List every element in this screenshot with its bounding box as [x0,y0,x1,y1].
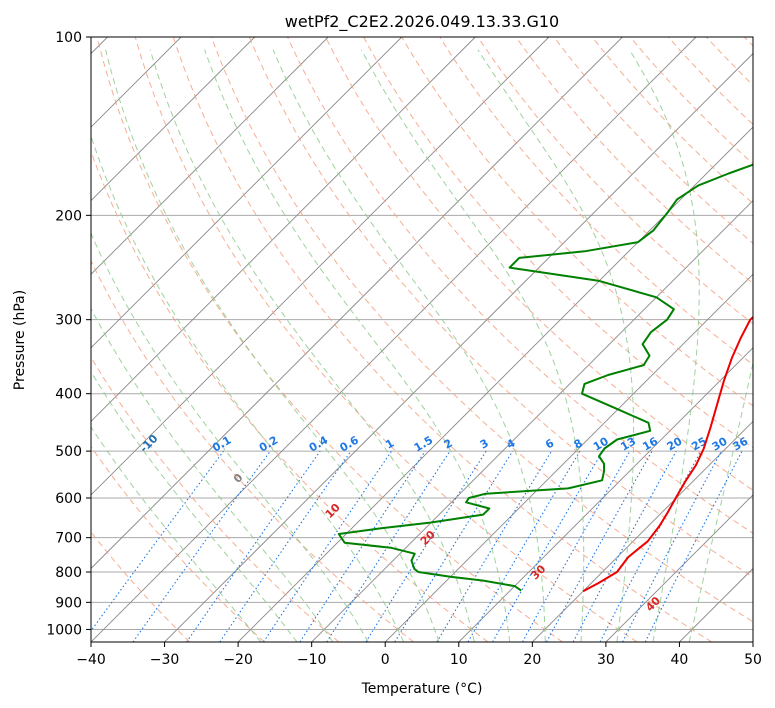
x-tick-label: 50 [744,652,762,668]
dry-adiabat-line [248,37,753,578]
mixing-ratio-line [186,450,321,642]
x-tick-label: 0 [381,652,390,668]
mixing-ratio-line [572,450,677,642]
isotherm-line [605,494,753,642]
moist-adiabat-line [91,134,405,642]
x-tick-label: 30 [597,652,615,668]
x-tick-label: 20 [523,652,541,668]
mixing-ratio-line [522,450,631,642]
isotherm-line [384,273,753,642]
background-lines [91,37,753,642]
isotherm-line [237,126,753,642]
dry-adiabat-line [629,37,753,165]
isotherm-line [164,52,753,642]
profile-series [337,163,753,593]
isotherm-line [532,420,753,642]
dry-adiabat-line [591,37,753,205]
moist-adiabat-line [688,360,753,642]
chart-title: wetPf2_C2E2.2026.049.13.33.G10 [285,12,559,32]
moist-adiabat-line [91,426,262,642]
dry-adiabat-line [91,445,265,642]
y-tick-label: 400 [55,387,82,403]
dry-adiabat-line [477,37,753,325]
moist-adiabat-line [91,307,334,642]
x-tick-label: −30 [150,652,180,668]
y-tick-label: 100 [55,30,82,46]
dry-adiabat-line [210,37,753,623]
x-tick-label: −10 [297,652,327,668]
isotherm-line [458,347,753,642]
dewpoint-line [337,163,753,592]
isotherm-line [91,37,623,570]
dry-adiabat-line [96,37,563,642]
isotherm-line [91,37,697,642]
y-tick-label: 200 [55,208,82,224]
x-tick-label: 40 [671,652,689,668]
y-tick-label: 900 [55,595,82,611]
x-tick-label: −40 [76,652,106,668]
moist-adiabat-line [272,49,546,642]
mixing-ratio-line [91,450,224,632]
dry-adiabat-line [134,37,638,642]
moist-adiabat-line [91,370,298,642]
mixing-ratio-line [644,450,743,642]
x-tick-label: −20 [223,652,253,668]
mixing-ratio-line [219,450,352,642]
y-tick-label: 500 [55,444,82,460]
y-tick-label: 300 [55,313,82,329]
y-axis-label: Pressure (hPa) [12,290,28,390]
y-tick-label: 600 [55,491,82,507]
mixing-ratio-line [326,450,451,642]
moist-adiabat-line [477,49,635,642]
dry-adiabat-line [515,37,753,284]
dry-adiabat-line [401,37,753,407]
isotherm-line [91,37,550,496]
dry-adiabat-line [325,37,753,491]
plot-frame [90,36,754,643]
dry-adiabat-line [363,37,753,449]
isotherm-line [91,37,255,202]
isotherm-line [91,37,476,422]
isotherm-line [91,37,403,349]
moist-adiabat-line [105,49,440,642]
x-tick-label: 10 [450,652,468,668]
mixing-ratio-line [299,450,426,642]
temperature-line [582,315,753,593]
mixing-ratio-line [546,450,653,642]
y-tick-label: 1000 [46,622,82,638]
isotherm-line [91,37,329,275]
moist-adiabat-line [149,49,475,642]
moist-adiabat-line [204,49,511,642]
mixing-ratio-line [263,450,392,642]
axis-ticks: −40 −30 −20 −10 0 10 20 30 40 50 100 200 300 400 500 60… [46,30,762,668]
moist-adiabat-line [628,49,700,642]
y-tick-label: 700 [55,531,82,547]
dry-adiabat-line [91,259,414,642]
moist-adiabat-line [91,232,369,642]
y-tick-label: 800 [55,565,82,581]
dry-adiabat-line [172,37,713,642]
x-axis-label: Temperature (°C) [361,681,483,697]
mixing-ratio-line [132,450,271,642]
